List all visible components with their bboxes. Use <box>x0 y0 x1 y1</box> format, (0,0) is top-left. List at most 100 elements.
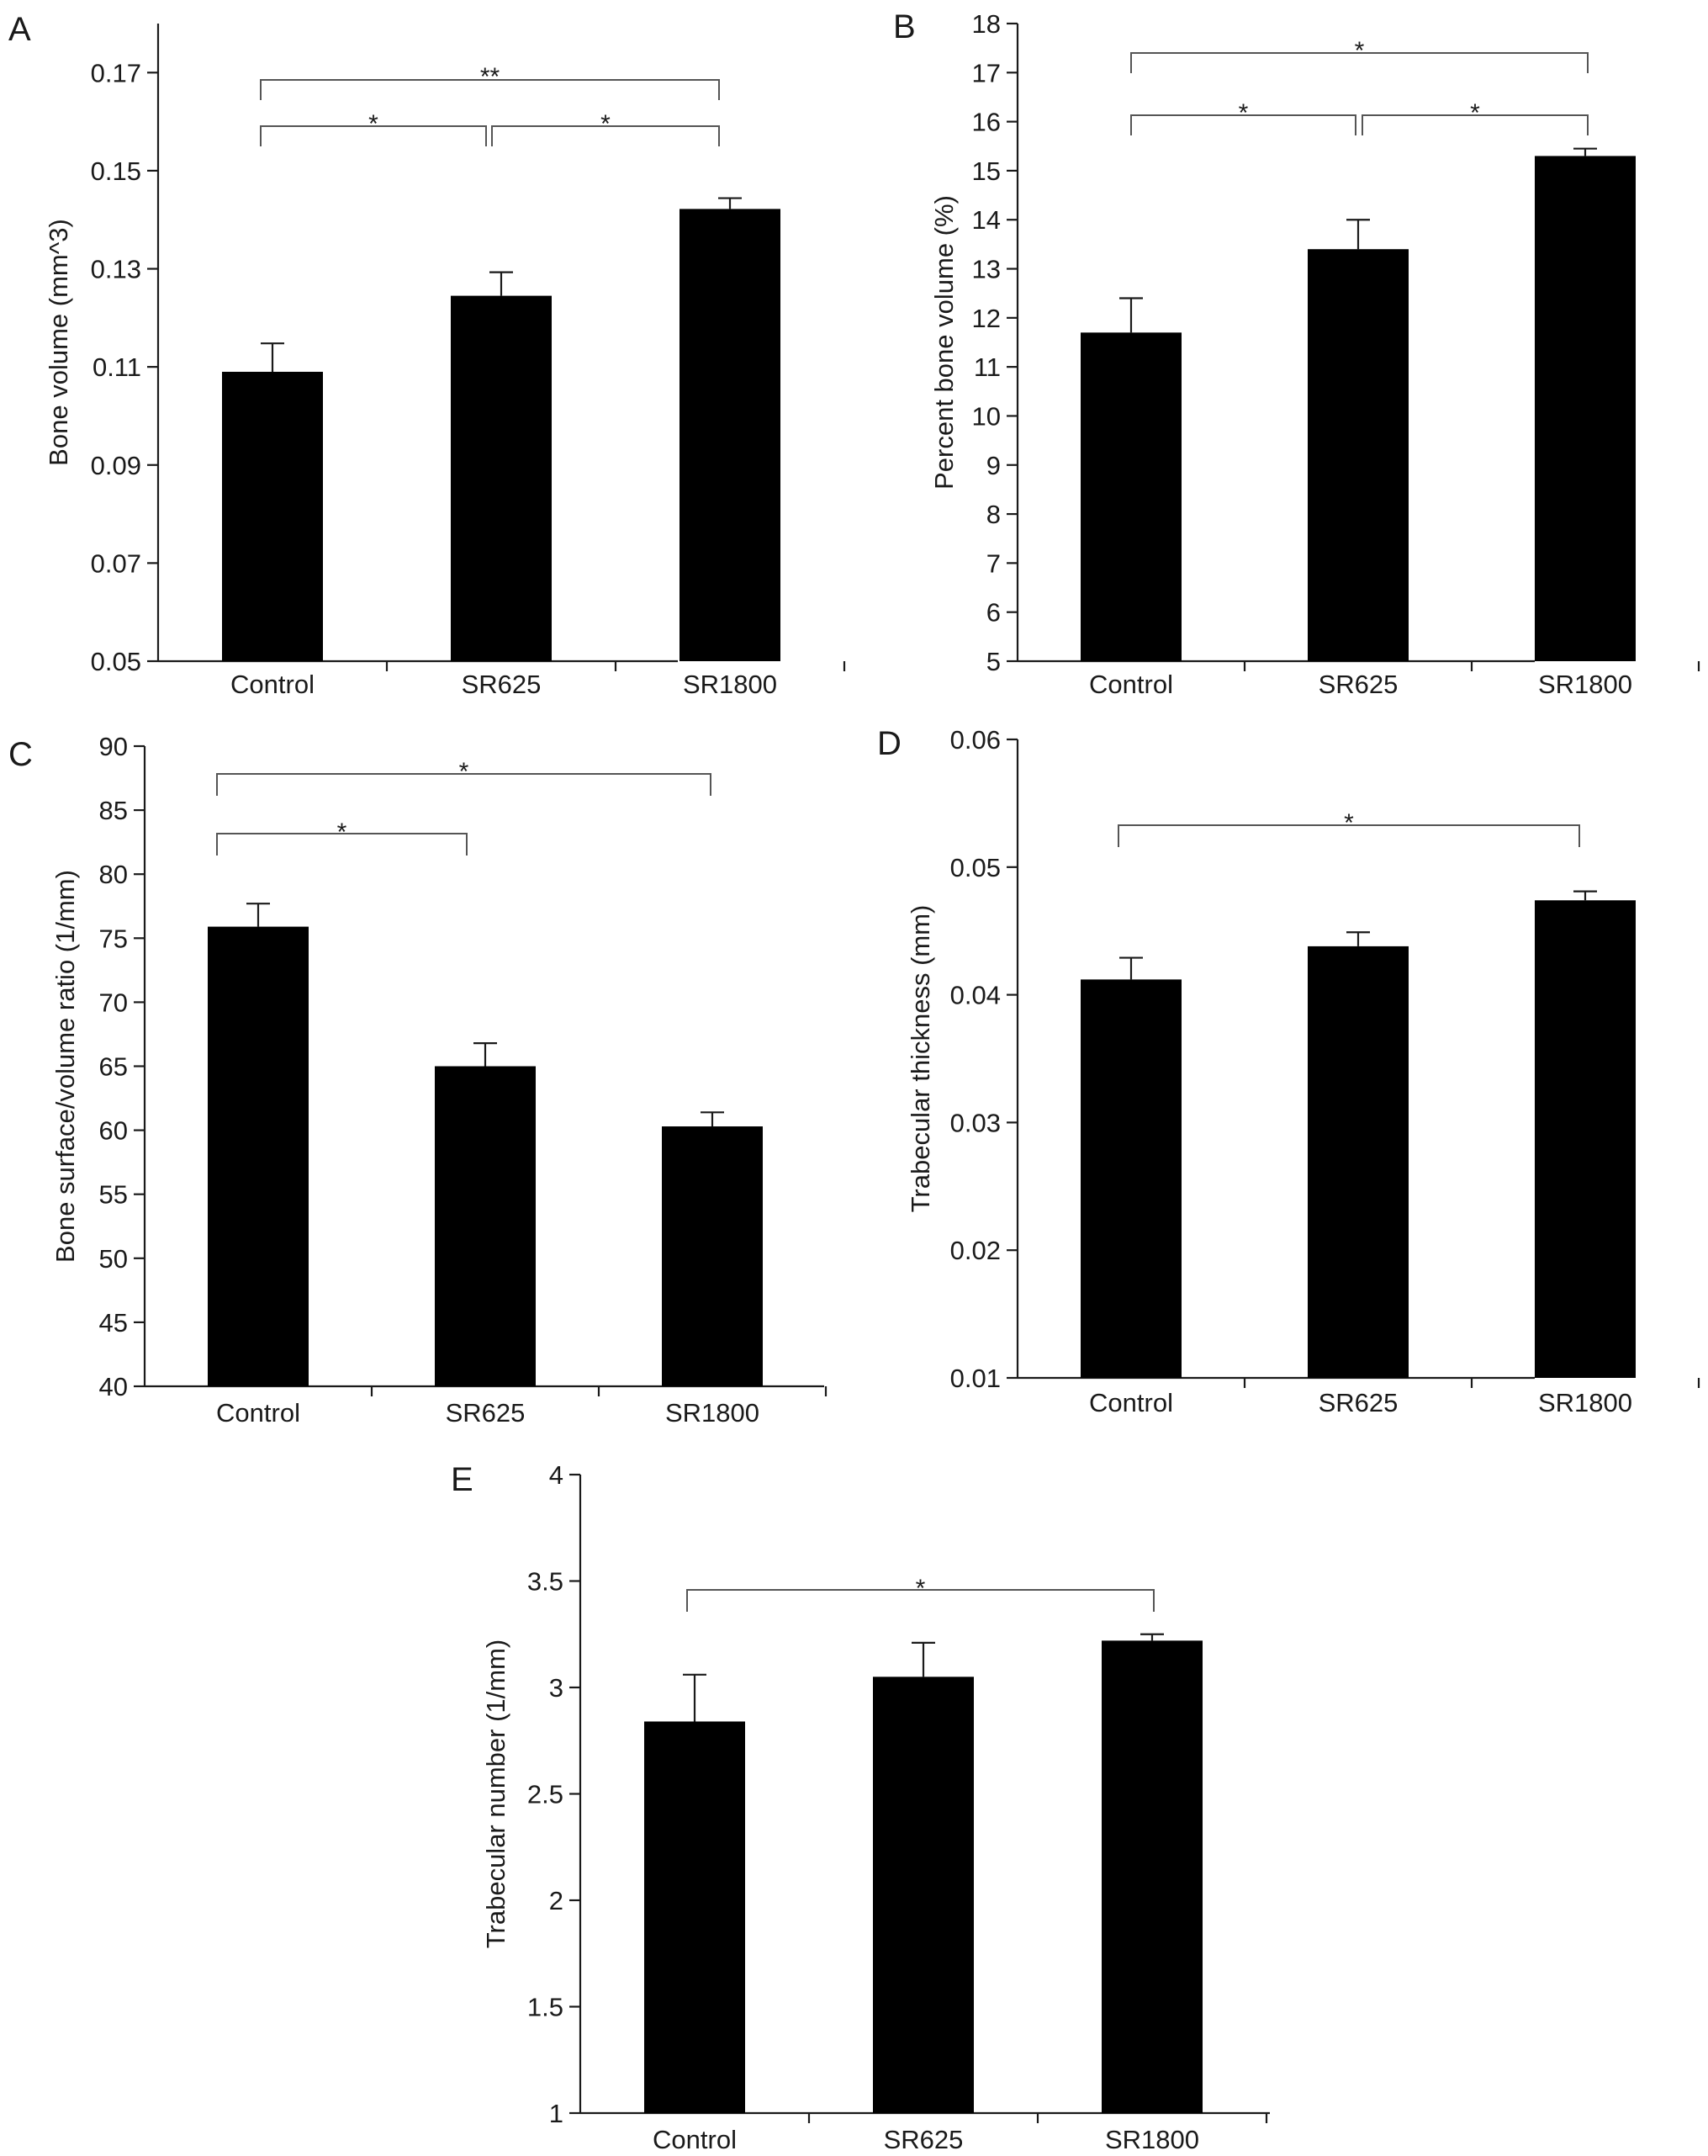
y-tick-label: 16 <box>972 108 1001 137</box>
y-tick-label: 0.04 <box>950 981 1001 1010</box>
panel-letter: A <box>8 11 31 48</box>
y-tick-label: 0.03 <box>950 1108 1001 1137</box>
y-tick-label: 0.17 <box>91 58 141 87</box>
y-tick-label: 9 <box>986 451 1001 480</box>
y-tick-label: 50 <box>99 1244 128 1274</box>
x-tick-label: SR625 <box>1319 670 1399 699</box>
y-axis-title: Trabecular number (1/mm) <box>481 1640 510 1949</box>
y-tick-label: 8 <box>986 500 1001 529</box>
chart-panel-a: A 0.05 0.07 0.09 0.11 0.13 0.15 0.17 Bone volume… <box>8 11 846 699</box>
y-tick-label: 14 <box>972 205 1001 235</box>
panel-letter: D <box>877 725 902 762</box>
significance-label: * <box>337 818 347 846</box>
y-tick-label: 0.02 <box>950 1236 1001 1265</box>
y-tick-label: 0.11 <box>93 352 141 382</box>
x-tick-label: Control <box>653 2125 737 2154</box>
x-tick-label: SR1800 <box>683 670 777 699</box>
y-tick-label: 7 <box>986 548 1001 578</box>
y-tick-label: 18 <box>972 9 1001 39</box>
x-tick-label: SR625 <box>884 2125 964 2154</box>
bar-sr625 <box>435 1066 536 1386</box>
y-tick-label: 11 <box>974 352 1001 382</box>
bar-control <box>208 926 309 1386</box>
y-tick-label: 55 <box>99 1180 128 1210</box>
x-tick-label: Control <box>1089 1388 1173 1417</box>
significance-bracket <box>491 125 720 146</box>
y-tick-label: 3.5 <box>527 1567 563 1597</box>
bar-sr625 <box>873 1677 974 2113</box>
significance-bracket <box>216 833 468 856</box>
y-tick-label: 10 <box>972 401 1001 431</box>
y-tick-label: 4 <box>549 1460 563 1490</box>
y-tick-label: 2.5 <box>527 1780 563 1809</box>
bar-sr1800 <box>1535 156 1636 661</box>
x-tick-label: SR1800 <box>1538 670 1632 699</box>
bar-control <box>1081 979 1182 1378</box>
significance-bracket <box>1130 114 1356 135</box>
y-tick-label: 70 <box>99 988 128 1017</box>
bar-sr1800 <box>1535 900 1636 1378</box>
significance-label: * <box>1355 37 1365 65</box>
y-tick-label: 5 <box>986 647 1001 676</box>
y-tick-label: 80 <box>99 860 128 889</box>
significance-label: * <box>1344 809 1354 837</box>
y-tick-label: 45 <box>99 1308 128 1338</box>
x-tick-label: Control <box>1089 670 1173 699</box>
panel-letter: B <box>893 8 916 45</box>
y-tick-label: 2 <box>549 1886 563 1915</box>
y-tick-label: 12 <box>972 304 1001 333</box>
y-tick-label: 90 <box>99 732 128 761</box>
y-tick-label: 3 <box>549 1673 563 1703</box>
y-tick-label: 15 <box>972 156 1001 186</box>
y-tick-label: 85 <box>99 796 128 825</box>
x-tick-label: Control <box>230 670 315 699</box>
y-tick-label: 17 <box>972 58 1001 87</box>
significance-label: * <box>600 110 611 138</box>
y-tick-label: 0.05 <box>91 647 141 676</box>
error-bar <box>718 197 742 209</box>
y-tick-label: 75 <box>99 924 128 953</box>
y-axis-title: Percent bone volume (%) <box>929 195 959 490</box>
significance-bracket <box>1130 52 1589 73</box>
error-bar <box>1346 931 1370 946</box>
y-tick-label: 0.06 <box>950 725 1001 755</box>
y-tick-label: 0.09 <box>91 451 141 480</box>
error-bar <box>1119 297 1143 333</box>
y-tick-label: 0.05 <box>950 853 1001 882</box>
significance-label: * <box>1239 99 1249 127</box>
y-tick-label: 6 <box>986 598 1001 628</box>
y-tick-label: 13 <box>972 255 1001 284</box>
panel-letter: E <box>451 1461 473 1498</box>
significance-label: * <box>368 110 378 138</box>
panel-letter: C <box>8 736 33 773</box>
x-tick-label: SR1800 <box>665 1398 759 1428</box>
chart-panel-d: D 0.01 0.02 0.03 0.04 0.05 0.06 Trabecular thic… <box>877 725 1700 1417</box>
y-tick-label: 1.5 <box>527 1993 563 2022</box>
significance-label: * <box>459 758 469 786</box>
significance-bracket <box>260 79 720 100</box>
significance-bracket <box>686 1589 1155 1612</box>
y-tick-label: 65 <box>99 1052 128 1082</box>
y-tick-label: 1 <box>549 2099 563 2128</box>
y-axis-title: Bone volume (mm^3) <box>44 219 73 466</box>
bar-control <box>1081 332 1182 661</box>
chart-panel-e: E 1 1.5 2 2.5 3 3.5 4 Trabecular number (1/mm) Co… <box>451 1460 1270 2154</box>
chart-panel-b: B 5 6 7 8 9 10 11 12 13 14 15 16 17 18 Percent bone vol… <box>893 8 1700 699</box>
y-axis-title: Bone surface/volume ratio (1/mm) <box>50 870 80 1263</box>
significance-label: ** <box>480 63 500 91</box>
error-bar <box>1346 219 1370 250</box>
significance-bracket <box>216 773 711 796</box>
bar-sr625 <box>451 295 552 661</box>
x-tick-label: Control <box>216 1398 300 1428</box>
bar-control <box>222 371 323 661</box>
error-bar <box>701 1111 724 1127</box>
x-tick-label: SR625 <box>1319 1388 1399 1417</box>
error-bar <box>261 342 284 372</box>
bar-sr625 <box>1308 946 1409 1378</box>
y-tick-label: 0.01 <box>950 1364 1001 1393</box>
y-tick-label: 40 <box>99 1372 128 1401</box>
error-bar <box>1573 147 1597 156</box>
error-bar <box>683 1673 706 1722</box>
x-tick-label: SR625 <box>446 1398 526 1428</box>
